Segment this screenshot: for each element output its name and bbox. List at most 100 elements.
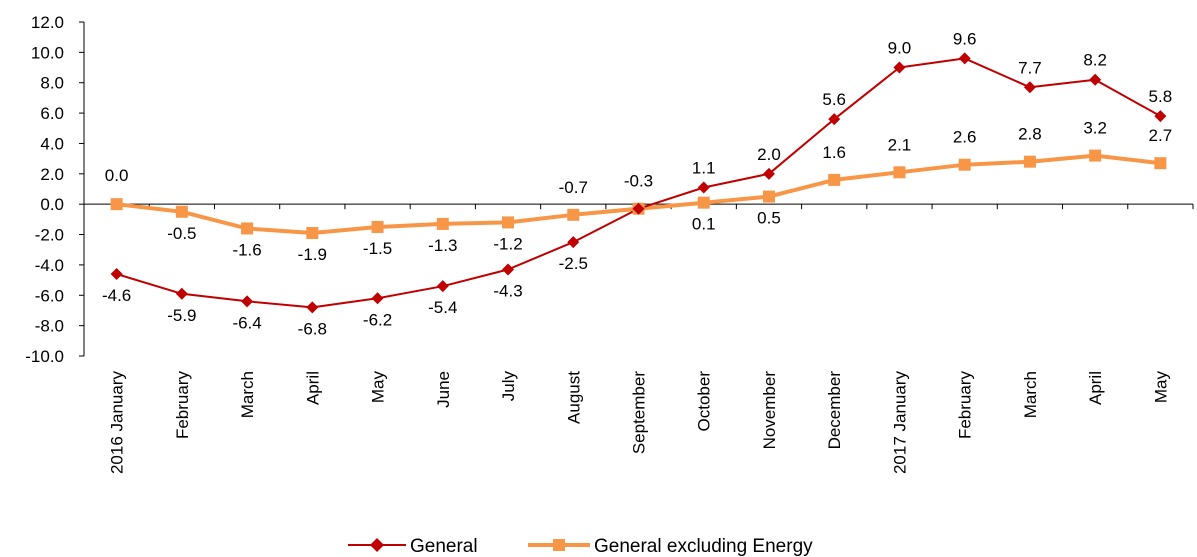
- x-tick-label: November: [760, 371, 779, 450]
- data-label-general-excluding-energy: -1.5: [363, 239, 392, 258]
- square-marker: [1089, 149, 1102, 162]
- x-tick-label: 2017 January: [890, 371, 909, 475]
- x-tick-label: December: [825, 371, 844, 450]
- square-marker: [110, 198, 123, 211]
- data-label-general-excluding-energy: 0.1: [692, 215, 716, 234]
- diamond-marker: [632, 202, 645, 215]
- data-label-general-excluding-energy: -0.7: [559, 178, 588, 197]
- square-marker: [306, 227, 319, 240]
- legend-diamond-marker: [370, 538, 384, 552]
- diamond-marker: [110, 268, 123, 281]
- data-label-general: 8.2: [1083, 51, 1107, 70]
- x-tick-label: September: [630, 371, 649, 454]
- data-labels: -4.6 -5.9 -6.4 -6.8 -6.2 -5.4 -4.3 -2.5 1.1 2.0 5.…: [102, 29, 1172, 338]
- y-tick-label: -6.0: [35, 286, 64, 305]
- square-marker: [1154, 157, 1167, 170]
- data-label-general-excluding-energy: 2.6: [953, 128, 977, 147]
- legend-label-general: General: [410, 536, 478, 557]
- data-label-general: 9.6: [953, 29, 977, 48]
- square-marker: [762, 190, 775, 203]
- data-label-general-excluding-energy: 2.1: [888, 135, 912, 154]
- legend-square-marker: [553, 539, 565, 551]
- x-tick-label: October: [695, 371, 714, 432]
- square-marker: [958, 158, 971, 171]
- diamond-marker: [567, 236, 580, 249]
- diamond-marker: [762, 167, 775, 180]
- diamond-marker: [958, 52, 971, 65]
- x-tick-label: February: [956, 371, 975, 440]
- x-tick-label: August: [564, 371, 583, 424]
- data-label-general: -4.6: [102, 286, 131, 305]
- y-tick-label: -4.0: [35, 256, 64, 275]
- x-tick-label: April: [303, 371, 322, 405]
- square-marker: [241, 222, 254, 235]
- square-marker: [175, 205, 188, 218]
- diamond-marker: [1089, 73, 1102, 86]
- data-label-general-excluding-energy: -1.3: [428, 236, 457, 255]
- y-tick-label: -10.0: [25, 347, 64, 366]
- square-marker: [893, 166, 906, 179]
- data-label-general: -2.5: [559, 254, 588, 273]
- data-label-general: -6.2: [363, 310, 392, 329]
- y-tick-label: 10.0: [31, 43, 64, 62]
- data-label-general-excluding-energy: 0.0: [105, 166, 129, 185]
- diamond-marker: [1154, 110, 1167, 123]
- square-marker: [371, 220, 384, 233]
- square-marker: [502, 216, 515, 229]
- y-tick-label: 2.0: [40, 165, 64, 184]
- data-label-general-excluding-energy: -0.5: [167, 224, 196, 243]
- diamond-marker: [697, 181, 710, 194]
- diamond-marker: [436, 280, 449, 293]
- diamond-marker: [893, 61, 906, 74]
- data-label-general-excluding-energy: -1.9: [298, 245, 327, 264]
- x-tick-label: March: [1021, 371, 1040, 418]
- data-label-general-excluding-energy: -1.6: [232, 240, 261, 259]
- square-marker: [697, 196, 710, 209]
- y-axis-ticks: 12.0 10.0 8.0 6.0 4.0 2.0 0.0 -2.0 -4.0 -6.0 -8.0 -…: [25, 13, 84, 366]
- diamond-marker: [241, 295, 254, 308]
- data-label-general-excluding-energy: -0.3: [624, 172, 653, 191]
- y-tick-label: 8.0: [40, 74, 64, 93]
- x-tick-label: April: [1086, 371, 1105, 405]
- x-tick-label: June: [434, 371, 453, 408]
- square-marker: [828, 173, 841, 186]
- y-tick-label: -2.0: [35, 226, 64, 245]
- x-tick-label: February: [173, 371, 192, 440]
- data-label-general-excluding-energy: 0.5: [757, 209, 781, 228]
- data-label-general: 5.8: [1149, 87, 1173, 106]
- data-label-general: 5.6: [822, 90, 846, 109]
- data-label-general: 9.0: [888, 39, 912, 58]
- data-label-general: -4.3: [493, 281, 522, 300]
- x-tick-label: July: [499, 371, 518, 402]
- series-markers: [110, 52, 1167, 314]
- y-tick-label: -8.0: [35, 317, 64, 336]
- data-label-general: 7.7: [1018, 58, 1042, 77]
- x-tick-label: May: [1151, 371, 1170, 404]
- diamond-marker: [1023, 81, 1036, 94]
- y-tick-label: 12.0: [31, 13, 64, 32]
- data-label-general-excluding-energy: 2.8: [1018, 125, 1042, 144]
- y-tick-label: 6.0: [40, 104, 64, 123]
- diamond-marker: [175, 287, 188, 300]
- data-label-general: -6.8: [298, 319, 327, 338]
- x-tick-label: March: [238, 371, 257, 418]
- square-marker: [1023, 155, 1036, 168]
- y-tick-label: 4.0: [40, 134, 64, 153]
- data-label-general-excluding-energy: 1.6: [822, 143, 846, 162]
- diamond-marker: [502, 263, 515, 276]
- data-label-general: -6.4: [232, 313, 261, 332]
- x-tick-label: 2016 January: [108, 371, 127, 475]
- data-label-general: -5.4: [428, 298, 457, 317]
- series-line-general-excluding-energy: [116, 153, 1161, 235]
- diamond-marker: [371, 292, 384, 305]
- data-label-general-excluding-energy: 3.2: [1083, 119, 1107, 138]
- legend-label-general-excluding-energy: General excluding Energy: [594, 536, 813, 557]
- y-tick-label: 0.0: [40, 195, 64, 214]
- data-label-general-excluding-energy: -1.2: [493, 234, 522, 253]
- data-label-general: 2.0: [757, 145, 781, 164]
- diamond-marker: [828, 113, 841, 126]
- square-marker: [567, 208, 580, 221]
- data-label-general: 1.1: [692, 158, 716, 177]
- diamond-marker: [306, 301, 319, 314]
